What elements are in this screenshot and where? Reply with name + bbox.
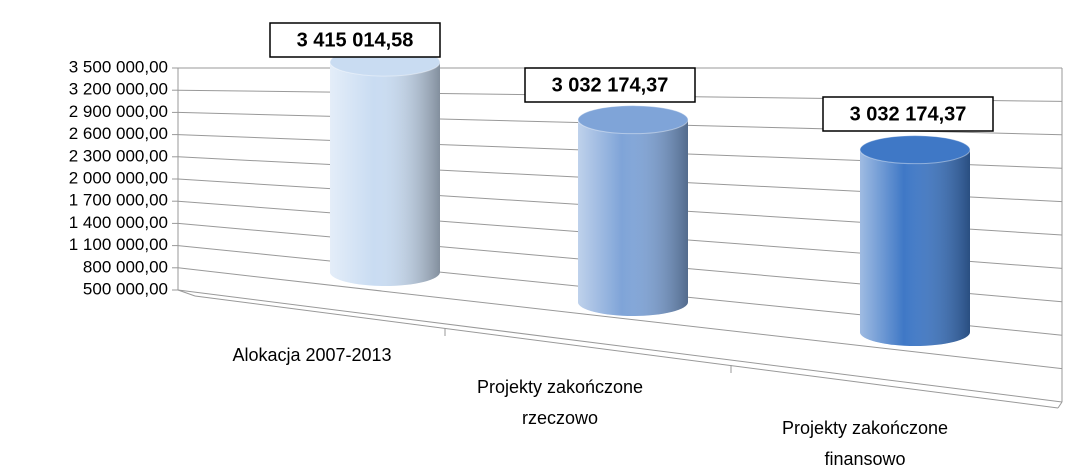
x-tick-label: Alokacja 2007-2013	[232, 345, 392, 365]
floor-right	[1057, 401, 1063, 409]
value-label: 3 032 174,37	[850, 103, 967, 125]
grid-line	[177, 289, 1063, 403]
x-tick-label: Projekty zakończone finansowo	[781, 418, 949, 467]
y-tick-label: 2 300 000,00	[69, 146, 168, 165]
y-tick-label: 500 000,00	[83, 279, 168, 298]
x-tick-label: Projekty zakończone rzeczowo	[476, 377, 644, 428]
floor-front	[194, 295, 1059, 409]
y-tick-label: 3 200 000,00	[69, 80, 168, 99]
cylinder-shade	[330, 62, 440, 286]
cylinder-shade	[578, 119, 688, 317]
y-tick-label: 1 100 000,00	[69, 235, 168, 254]
grid-line	[177, 267, 1063, 370]
y-tick-label: 2 000 000,00	[69, 168, 168, 187]
floor-left	[177, 289, 196, 297]
y-tick-label: 2 900 000,00	[69, 102, 168, 121]
cylinder-top	[859, 135, 971, 165]
cylinder-top	[577, 105, 689, 135]
y-tick-label: 1 700 000,00	[69, 191, 168, 210]
value-label-box	[524, 67, 696, 103]
y-tick-label: 2 600 000,00	[69, 124, 168, 143]
cylinder-shade	[860, 149, 970, 346]
value-label: 3 032 174,37	[552, 74, 669, 96]
value-label-box	[269, 22, 441, 58]
y-tick-label: 3 500 000,00	[69, 57, 168, 76]
value-label-box	[822, 96, 994, 132]
y-tick-label: 1 400 000,00	[69, 213, 168, 232]
y-tick-label: 800 000,00	[83, 257, 168, 276]
value-label: 3 415 014,58	[297, 29, 414, 51]
